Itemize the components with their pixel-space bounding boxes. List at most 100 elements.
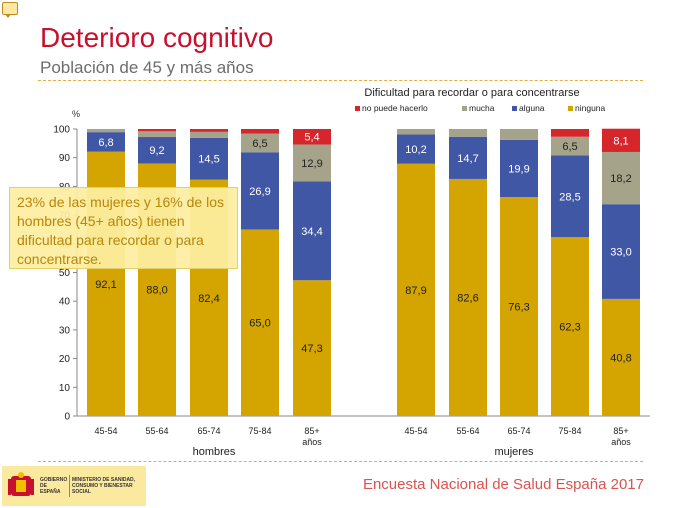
- source-label: Encuesta Nacional de Salud España 2017: [362, 476, 644, 493]
- stacked-bar-chart: Dificultad para recordar o para concentr…: [53, 87, 650, 458]
- data-label: 6,5: [562, 141, 577, 153]
- data-label: 9,2: [149, 145, 164, 157]
- data-label: 92,1: [95, 279, 116, 291]
- chart-legend: no puede hacerlo mucha alguna ninguna: [355, 103, 606, 113]
- x-tick-label: 45-54: [94, 426, 117, 436]
- data-label: 14,7: [457, 153, 478, 165]
- legend-swatch: [568, 106, 573, 111]
- x-tick-label: 55-64: [145, 426, 168, 436]
- data-label: 82,4: [198, 293, 219, 305]
- data-label: 28,5: [559, 191, 580, 203]
- comment-icon[interactable]: [2, 2, 18, 18]
- y-tick-label: 10: [59, 383, 71, 394]
- y-tick-label: 40: [59, 297, 71, 308]
- bar-segment: [293, 181, 331, 281]
- callout-note: 23% de las mujeres y 16% de los hombres …: [9, 187, 238, 269]
- bar-segment: [602, 128, 640, 152]
- data-label: 8,1: [613, 135, 628, 147]
- data-label: 26,9: [249, 186, 270, 198]
- group-label: mujeres: [494, 446, 534, 458]
- bar-segment: [138, 131, 176, 138]
- x-tick-label: 75-84: [558, 426, 581, 436]
- group-label: hombres: [193, 446, 236, 458]
- coat-of-arms-icon: [8, 472, 34, 496]
- x-tick-label: 65-74: [197, 426, 220, 436]
- y-tick-label: 20: [59, 354, 71, 365]
- x-tick-label: 75-84: [248, 426, 271, 436]
- bar-segment: [241, 152, 279, 230]
- bar-segment: [500, 139, 538, 198]
- x-tick-label: 85+ años: [302, 426, 322, 447]
- y-tick-label: 100: [53, 125, 70, 136]
- data-label: 65,0: [249, 318, 270, 330]
- x-tick-label: 55-64: [456, 426, 479, 436]
- legend-label: alguna: [519, 103, 545, 113]
- y-tick-label: 30: [59, 325, 71, 336]
- bar-segment: [449, 129, 487, 137]
- bar-segment: [551, 155, 589, 238]
- x-tick-label: 45-54: [404, 426, 427, 436]
- bar-segment: [500, 197, 538, 416]
- data-label: 19,9: [508, 163, 529, 175]
- data-label: 14,5: [198, 154, 219, 166]
- government-logo: GOBIERNO DE ESPAÑA MINISTERIO DE SANIDAD…: [2, 466, 146, 506]
- data-label: 88,0: [146, 285, 167, 297]
- bottom-divider: [38, 461, 643, 462]
- bar-segment: [241, 229, 279, 416]
- bar-segment: [87, 132, 125, 152]
- bar-segment: [293, 129, 331, 145]
- bar-segment: [449, 136, 487, 179]
- bar-segment: [602, 298, 640, 416]
- data-label: 34,4: [301, 226, 322, 238]
- bar-segment: [138, 129, 176, 132]
- data-label: 10,2: [405, 144, 426, 156]
- bar-segment: [551, 136, 589, 156]
- logo-separator: [69, 475, 70, 497]
- legend-swatch: [462, 106, 467, 111]
- bar-segment: [397, 129, 435, 135]
- bar-segment: [293, 280, 331, 416]
- x-tick-label: 65-74: [507, 426, 530, 436]
- y-tick-label: 50: [59, 268, 71, 279]
- data-label: 6,5: [252, 138, 267, 150]
- bar-segment: [551, 129, 589, 137]
- x-axis-labels: 45-54 55-64 65-74 75-84 85+ años hombres 45-54 5…: [94, 426, 631, 458]
- data-label: 47,3: [301, 343, 322, 355]
- x-tick-label: 85+ años: [611, 426, 631, 447]
- legend-label: ninguna: [575, 103, 606, 113]
- page-subtitle: Población de 45 y más años: [40, 58, 254, 77]
- bar-segment: [190, 131, 228, 138]
- top-divider: [38, 80, 643, 81]
- bar-segment: [87, 129, 125, 133]
- bar-segment: [190, 129, 228, 132]
- bar-segment: [500, 129, 538, 140]
- legend-label: mucha: [469, 103, 495, 113]
- chart-title: Dificultad para recordar o para concentr…: [364, 87, 579, 99]
- bar-segment: [241, 129, 279, 134]
- chart-bars: 92,1 6,8 88,0 9,2 82,4 14,5 65,0 26,9 6,5 47,3 34,…: [87, 128, 640, 416]
- bar-segment: [190, 137, 228, 180]
- page-title: Deterioro cognitivo: [40, 22, 274, 53]
- bar-segment: [602, 151, 640, 205]
- data-label: 76,3: [508, 302, 529, 314]
- bar-segment: [449, 178, 487, 416]
- data-label: 33,0: [610, 247, 631, 259]
- logo-text-government: GOBIERNO DE ESPAÑA: [40, 477, 68, 495]
- legend-label: no puede hacerlo: [362, 103, 428, 113]
- logo-text-ministry: MINISTERIO DE SANIDAD, CONSUMO Y BIENEST…: [72, 477, 136, 495]
- bar-segment: [397, 134, 435, 164]
- y-tick-label: 90: [59, 153, 71, 164]
- legend-swatch: [355, 106, 360, 111]
- bar-segment: [602, 204, 640, 299]
- data-label: 62,3: [559, 322, 580, 334]
- bar-segment: [241, 133, 279, 153]
- data-label: 5,4: [304, 132, 319, 144]
- y-tick-label: 0: [64, 412, 70, 423]
- bar-segment: [293, 144, 331, 182]
- y-axis-unit-label: %: [72, 109, 80, 119]
- bar-segment: [397, 163, 435, 416]
- data-label: 87,9: [405, 285, 426, 297]
- data-label: 18,2: [610, 173, 631, 185]
- data-label: 82,6: [457, 292, 478, 304]
- legend-swatch: [512, 106, 517, 111]
